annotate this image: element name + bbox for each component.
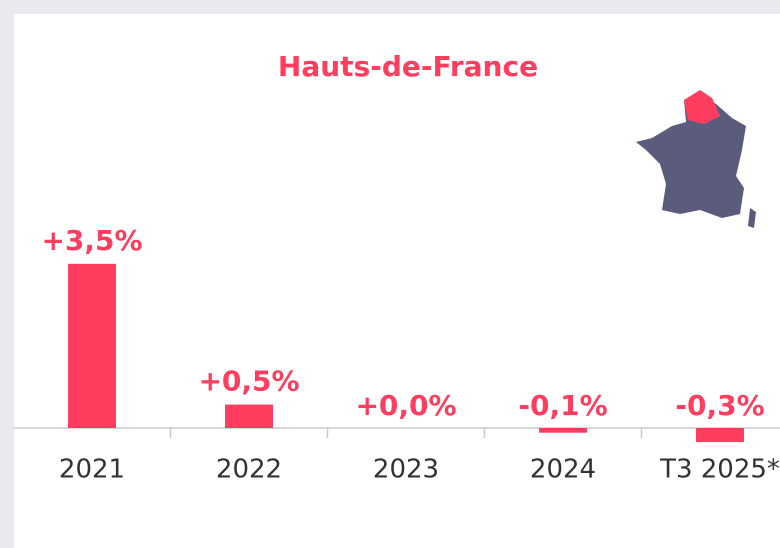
panel [14, 14, 780, 548]
x-tick-label: 2024 [530, 455, 596, 485]
map-icon [636, 90, 756, 228]
value-label: -0,1% [518, 389, 607, 422]
x-tick-label: T3 2025* [659, 455, 780, 485]
x-tick-label: 2021 [59, 455, 125, 485]
value-label: +3,5% [41, 224, 142, 257]
bar [696, 428, 744, 443]
bar [539, 428, 587, 433]
x-tick-label: 2023 [373, 455, 439, 485]
x-tick-label: 2022 [216, 455, 282, 485]
bar [225, 404, 273, 428]
value-label: +0,5% [198, 365, 299, 398]
value-label: +0,0% [355, 389, 456, 422]
value-label: -0,3% [675, 389, 764, 422]
bar [68, 263, 116, 428]
chart-title: Hauts-de-France [278, 50, 538, 83]
